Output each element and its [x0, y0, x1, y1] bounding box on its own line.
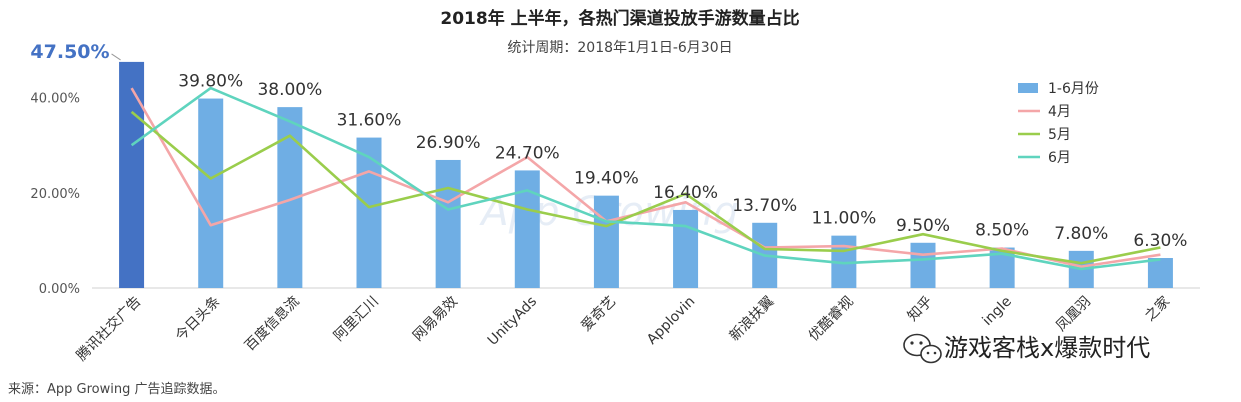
bar: [1147, 258, 1173, 288]
bar-data-label: 9.50%: [896, 216, 950, 236]
x-tick-label: 新浪扶翼: [727, 294, 778, 345]
bar-data-label: 7.80%: [1054, 224, 1108, 244]
x-tick-label: 今日头条: [172, 293, 224, 345]
x-tick-label: 腾讯社交广告: [73, 293, 144, 364]
bar-data-label: 47.50%: [30, 41, 109, 63]
legend-label: 4月: [1048, 104, 1071, 120]
wechat-icon: [903, 333, 942, 364]
x-tick-label: ingle: [980, 294, 1015, 329]
series-line: [130, 87, 1161, 268]
bar-data-label: 13.70%: [732, 196, 797, 216]
bar: [910, 242, 936, 288]
legend: 1-6月份 4月 5月 6月: [1018, 81, 1099, 166]
bar: [673, 209, 699, 288]
x-tick-label: 网易易效: [410, 294, 461, 345]
x-tick-label: 阿里汇川: [331, 294, 382, 345]
bar: [119, 61, 145, 289]
bar-data-label: 38.00%: [257, 80, 322, 100]
y-tick-label: 0.00%: [39, 282, 80, 297]
y-tick-label: 20.00%: [30, 187, 80, 202]
y-tick-label: 40.00%: [30, 92, 80, 107]
x-tick-label: 之家: [1141, 293, 1173, 325]
x-tick-label: 优酷睿视: [806, 294, 857, 345]
label-leader-line: [111, 53, 121, 61]
bar-data-label: 31.60%: [337, 111, 402, 131]
bar-data-label: 16.40%: [653, 183, 718, 203]
chart-subtitle: 统计周期：2018年1月1日-6月30日: [507, 40, 732, 56]
x-tick-label: 知乎: [904, 293, 936, 325]
bar: [198, 98, 224, 288]
chart-title: 2018年 上半年，各热门渠道投放手游数量占比: [440, 8, 799, 29]
bar-data-label: 19.40%: [574, 169, 639, 189]
bar-data-label: 11.00%: [811, 209, 876, 229]
legend-label: 6月: [1048, 150, 1071, 166]
source-note: 来源：App Growing 广告追踪数据。: [8, 381, 225, 397]
bar: [435, 159, 461, 288]
watermark: 游戏客栈x爆款时代: [903, 333, 1150, 364]
x-tick-label: 凤凰羽: [1053, 294, 1094, 335]
line-series: [130, 86, 1161, 271]
series-line: [130, 86, 1161, 271]
bar-data-labels: 47.50% 39.80% 38.00% 31.60% 26.90% 24.70% 19.4…: [30, 41, 1187, 251]
bar-data-label: 26.90%: [416, 133, 481, 153]
bar: [514, 170, 540, 288]
bar-data-label: 24.70%: [495, 143, 560, 163]
bar: [356, 137, 382, 288]
bar-data-label: 39.80%: [178, 72, 243, 92]
legend-label: 5月: [1048, 127, 1071, 143]
legend-label: 1-6月份: [1048, 81, 1099, 97]
x-tick-label: 爱奇艺: [578, 293, 620, 335]
series-line: [130, 110, 1161, 265]
watermark-text: 游戏客栈x爆款时代: [944, 334, 1150, 362]
x-tick-label: 百度信息流: [241, 293, 303, 355]
x-tick-label: Applovin: [644, 294, 698, 348]
bar-data-label: 8.50%: [975, 221, 1029, 241]
bar-data-label: 6.30%: [1133, 231, 1187, 251]
legend-swatch: [1018, 83, 1038, 93]
x-tick-label: UnityAds: [485, 294, 540, 349]
y-axis: 0.00% 20.00% 40.00%: [30, 92, 1200, 297]
bar: [593, 195, 619, 288]
